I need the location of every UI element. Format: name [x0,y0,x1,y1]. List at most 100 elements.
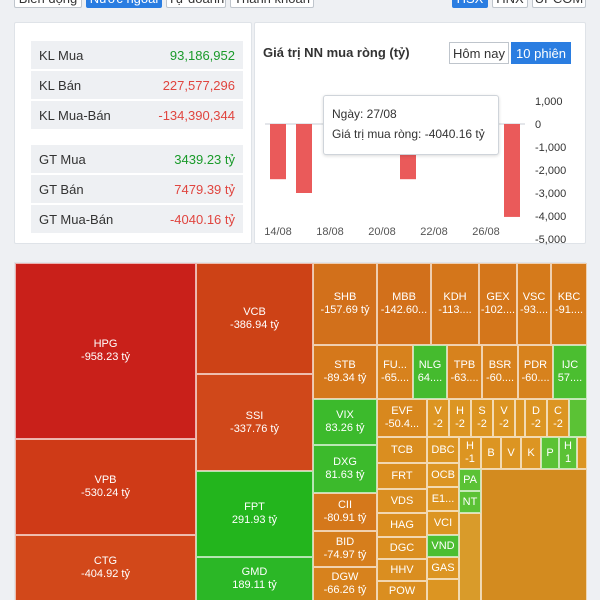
treemap-cell[interactable]: KBC -91.... [551,263,587,345]
treemap-cell[interactable]: DBC [427,437,459,463]
treemap-cell[interactable]: EVF -50.4... [377,399,427,437]
tab-tu-doanh[interactable]: Tự doanh [166,0,226,8]
treemap-cell[interactable]: DGW -66.26 tỷ [313,567,377,600]
period-10-sessions-button[interactable]: 10 phiên [511,42,571,64]
treemap-cell[interactable]: V [501,437,521,469]
treemap-cell[interactable]: S -2 [471,399,493,437]
treemap-cell[interactable]: SHB -157.69 tỷ [313,263,377,345]
treemap-cell[interactable]: GAS [427,557,459,579]
treemap-cell[interactable]: OCB [427,463,459,487]
treemap-cell[interactable]: H -2 [449,399,471,437]
tab-nuoc-ngoai[interactable]: Nước ngoài [86,0,162,8]
treemap-symbol: DGC [389,541,415,554]
treemap-cell[interactable]: DXG 81.63 tỷ [313,445,377,493]
treemap-cell[interactable]: PA [459,469,481,491]
treemap-cell[interactable]: VCB -386.94 tỷ [196,263,313,374]
chart-bar[interactable] [296,124,312,193]
treemap-cell[interactable]: GMD 189.11 tỷ [196,557,313,600]
treemap-cell[interactable]: MBB -142.60... [377,263,431,345]
treemap-cell[interactable]: BID -74.97 tỷ [313,531,377,567]
treemap-cell[interactable]: V -2 [427,399,449,437]
treemap-symbol: TCB [391,443,413,456]
treemap-symbol: DBC [431,443,455,456]
treemap-cell[interactable]: GEX -102.... [479,263,517,345]
treemap-cell[interactable]: VCI [427,511,459,535]
treemap-cell[interactable]: CTG -404.92 tỷ [15,535,196,600]
treemap-cell[interactable]: TCB [377,437,427,463]
top-tab-bar: Biến động Nước ngoài Tự doanh Thanh khoả… [0,0,600,10]
treemap-cell-filler [569,399,587,437]
chart-bar[interactable] [504,124,520,217]
treemap-value: -113.... [438,304,472,316]
treemap-cell[interactable]: IJC 57.... [553,345,587,399]
treemap-symbol: V [434,405,442,417]
x-tick-label: 18/08 [316,226,344,238]
treemap-symbol: B [487,446,495,459]
treemap-cell[interactable]: POW [377,581,427,600]
treemap-symbol: SSI [245,409,264,422]
treemap-cell[interactable]: VDS [377,489,427,513]
treemap-cell[interactable]: NLG 64.... [413,345,447,399]
treemap-cell[interactable]: C -2 [547,399,569,437]
treemap-value: 1 [564,453,572,465]
treemap-value: -91.... [554,304,584,316]
chart-bar[interactable] [270,124,286,180]
x-tick-label: 22/08 [420,226,448,238]
treemap-cell[interactable]: DGC [377,537,427,559]
treemap-cell[interactable]: P [541,437,559,469]
treemap-symbol: FRT [391,469,413,482]
exchange-hsx-button[interactable]: HSX [452,0,488,8]
treemap-cell-filler [515,399,525,437]
exchange-upcom-button[interactable]: UPCOM [532,0,586,8]
tooltip-date: Ngày: 27/08 [332,107,397,121]
treemap-cell[interactable]: STB -89.34 tỷ [313,345,377,399]
treemap-value: -66.26 tỷ [323,584,367,596]
tab-bien-dong[interactable]: Biến động [14,0,82,8]
treemap-symbol: H [564,440,572,452]
treemap-cell[interactable]: PDR -60.... [518,345,553,399]
treemap-cell[interactable]: H -1 [459,437,481,469]
stat-row-kl-ban: KL Bán 227,577,296 [31,71,243,99]
treemap-cell[interactable]: V -2 [493,399,515,437]
treemap-cell[interactable]: NT [459,491,481,513]
treemap-cell[interactable]: K [521,437,541,469]
stat-value: 7479.39 tỷ [174,181,235,197]
y-tick-label: 1,000 [535,96,563,108]
treemap-symbol: PA [463,473,477,486]
treemap-cell[interactable]: FU... -65.... [377,345,413,399]
stat-label: GT Bán [39,181,84,197]
treemap-cell[interactable]: E1... [427,487,459,511]
period-today-button[interactable]: Hôm nay [449,42,509,64]
treemap-value: -530.24 tỷ [81,487,130,499]
treemap-cell[interactable]: KDH -113.... [431,263,479,345]
tab-thanh-khoan[interactable]: Thanh khoản [230,0,314,8]
treemap-cell[interactable]: VIX 83.26 tỷ [313,399,377,445]
treemap-cell[interactable]: FRT [377,463,427,489]
treemap-value: -102.... [480,304,516,316]
treemap-cell[interactable]: D -2 [525,399,547,437]
treemap-cell[interactable]: CII -80.91 tỷ [313,493,377,531]
treemap-cell[interactable]: VPB -530.24 tỷ [15,439,196,535]
treemap-cell[interactable]: HPG -958.23 tỷ [15,263,196,439]
exchange-hnx-button[interactable]: HNX [492,0,528,8]
treemap-cell[interactable]: HAG [377,513,427,537]
treemap-cell[interactable]: SSI -337.76 tỷ [196,374,313,471]
treemap-symbol: NT [462,495,478,508]
treemap-cell[interactable]: TPB -63.... [447,345,482,399]
treemap-symbol: IJC [561,359,579,371]
treemap-value: 64.... [417,372,443,384]
stat-value: 93,186,952 [169,47,235,63]
treemap-cell[interactable]: B [481,437,501,469]
treemap-value: -65.... [380,372,410,384]
treemap-cell[interactable]: FPT 291.93 tỷ [196,471,313,557]
treemap-cell[interactable]: VND [427,535,459,557]
y-tick-label: -4,000 [535,211,566,223]
treemap-symbol: H [466,440,474,452]
treemap-cell[interactable]: BSR -60.... [482,345,518,399]
stat-row-kl-mua: KL Mua 93,186,952 [31,41,243,69]
treemap-cell[interactable]: VSC -93.... [517,263,551,345]
treemap-symbol: BSR [488,359,512,371]
treemap-cell[interactable]: HHV [377,559,427,581]
treemap-value: -93.... [519,304,549,316]
